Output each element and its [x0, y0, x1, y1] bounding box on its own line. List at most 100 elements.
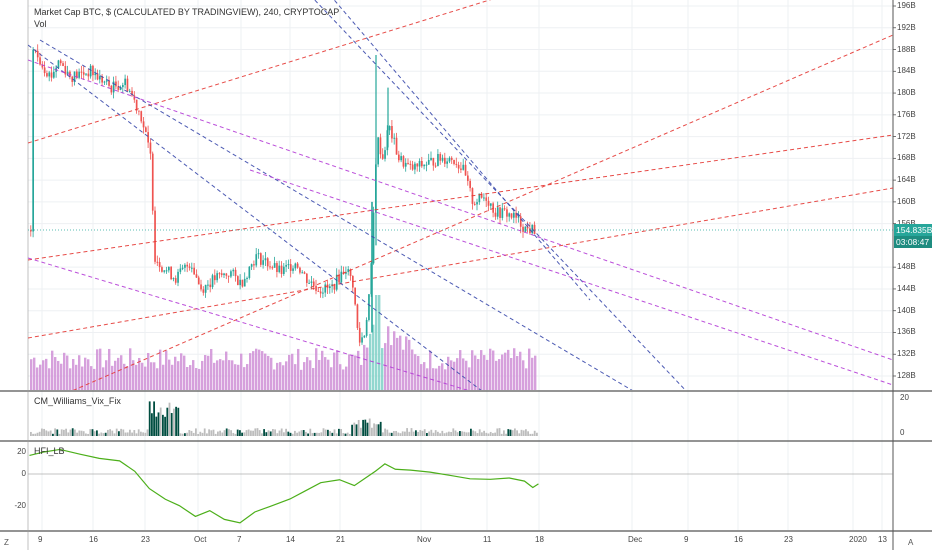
volume-bar	[315, 348, 318, 390]
candle-body	[80, 71, 83, 73]
vix-bar	[267, 430, 270, 436]
volume-bar	[291, 353, 294, 390]
vix-axis-label: 20	[900, 393, 909, 402]
candle-body	[207, 284, 209, 286]
time-axis-label: Oct	[194, 535, 207, 544]
candle-body	[301, 272, 304, 274]
volume-bar	[120, 355, 123, 390]
time-axis-label: 9	[684, 535, 689, 544]
vix-bar	[179, 433, 182, 436]
vix-bar	[346, 432, 349, 436]
vix-bar	[472, 430, 474, 436]
vix-bar	[239, 430, 241, 436]
hfl-indicator-label[interactable]: HFI_LB	[34, 446, 65, 456]
candle-body	[138, 110, 140, 112]
vix-bar	[256, 428, 259, 436]
vix-bar	[170, 413, 173, 436]
candle-body	[522, 226, 524, 232]
price-axis-label: 144B	[897, 283, 916, 293]
price-axis-label: 168B	[897, 153, 916, 163]
auto-scale-button[interactable]: A	[908, 538, 914, 547]
vix-indicator-label[interactable]: CM_Williams_Vix_Fix	[34, 396, 121, 406]
vix-bar	[225, 428, 228, 436]
candle-body	[388, 126, 391, 131]
volume-bar	[165, 350, 168, 390]
volume-bar	[525, 368, 528, 390]
trend-line	[72, 34, 893, 390]
price-axis-label: 188B	[897, 44, 916, 54]
vix-bar	[159, 407, 162, 436]
vix-axis-label: 0	[900, 428, 905, 437]
candle-body	[508, 213, 511, 217]
candle-body	[356, 304, 359, 328]
volume-bar	[354, 355, 357, 390]
zoom-reset-button[interactable]: Z	[4, 538, 9, 547]
vix-bar	[415, 430, 417, 436]
vix-bar	[437, 431, 439, 436]
candle-body	[496, 207, 499, 217]
volume-bar	[276, 362, 279, 390]
volume-bar	[126, 366, 129, 390]
price-axis-label: 180B	[897, 88, 916, 98]
volume-bar	[369, 333, 372, 390]
candle-body	[503, 208, 506, 210]
candle-body	[421, 160, 423, 167]
vix-bar	[45, 430, 48, 436]
candle-body	[480, 193, 483, 198]
vix-bar	[98, 433, 100, 436]
volume-bar	[417, 355, 420, 390]
volume-bar	[132, 360, 135, 390]
volume-bar	[231, 360, 234, 390]
vix-bar	[430, 429, 433, 436]
candle-body	[248, 266, 251, 278]
vix-bar	[56, 429, 59, 436]
price-axis-label: 160B	[897, 196, 916, 206]
volume-bar	[408, 339, 411, 390]
hfl-axis-label: -20	[14, 501, 26, 510]
volume-bar	[84, 357, 87, 390]
volume-bar	[114, 360, 117, 390]
vix-bar	[375, 424, 378, 436]
vix-bar	[177, 407, 180, 436]
candle-body	[453, 159, 455, 164]
volume-bar	[195, 368, 198, 390]
price-axis-label: 128B	[897, 371, 916, 380]
vix-bar	[338, 428, 340, 436]
volume-bar	[213, 362, 216, 390]
vix-bar	[470, 428, 472, 436]
vix-bar	[278, 430, 281, 436]
candle-body	[310, 281, 313, 283]
candle-body	[163, 270, 166, 272]
candle-body	[306, 273, 308, 283]
vix-bar	[459, 431, 461, 436]
vix-bar	[173, 408, 175, 436]
candle-body	[287, 264, 290, 266]
oscillator-line	[29, 448, 539, 524]
time-axis-label: 13	[878, 535, 887, 544]
volume-bar	[384, 343, 387, 390]
vix-bar	[104, 432, 107, 436]
candle-body	[276, 263, 278, 272]
vix-bar	[265, 432, 268, 436]
candle-body	[469, 180, 471, 189]
vix-bar	[390, 432, 393, 436]
last-price-tag: 154.835B	[894, 224, 932, 236]
vix-bar	[206, 433, 208, 436]
vix-bar	[263, 429, 265, 436]
vix-bar	[514, 428, 516, 436]
main-pane[interactable]	[28, 0, 893, 420]
vix-bar	[36, 432, 39, 436]
candle-body	[255, 254, 258, 266]
candle-body	[78, 71, 80, 78]
vix-bar	[102, 433, 105, 436]
candle-body	[269, 266, 271, 268]
vix-bar	[395, 430, 397, 436]
candle-body	[204, 284, 207, 293]
vix-bar	[91, 429, 94, 436]
candle-body	[296, 263, 299, 268]
vix-bar	[219, 430, 221, 436]
vix-bar	[399, 433, 402, 436]
candle-body	[377, 137, 379, 165]
